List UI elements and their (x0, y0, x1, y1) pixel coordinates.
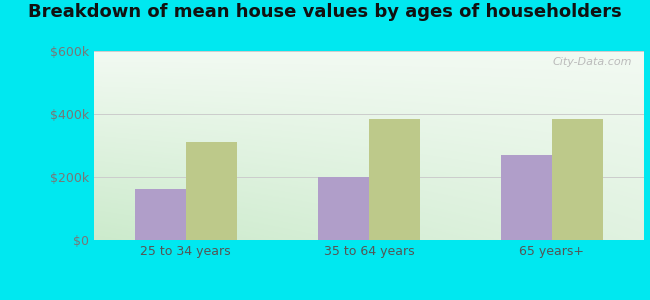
Text: Breakdown of mean house values by ages of householders: Breakdown of mean house values by ages o… (28, 3, 622, 21)
Bar (135, 189, 186, 240)
Bar (369, 119, 420, 240)
Text: City-Data.com: City-Data.com (553, 57, 632, 67)
Bar (318, 177, 369, 240)
Legend: Wanamingo, Minnesota: Wanamingo, Minnesota (246, 294, 491, 300)
Bar (186, 142, 237, 240)
Bar (500, 154, 552, 240)
Bar (552, 119, 603, 240)
